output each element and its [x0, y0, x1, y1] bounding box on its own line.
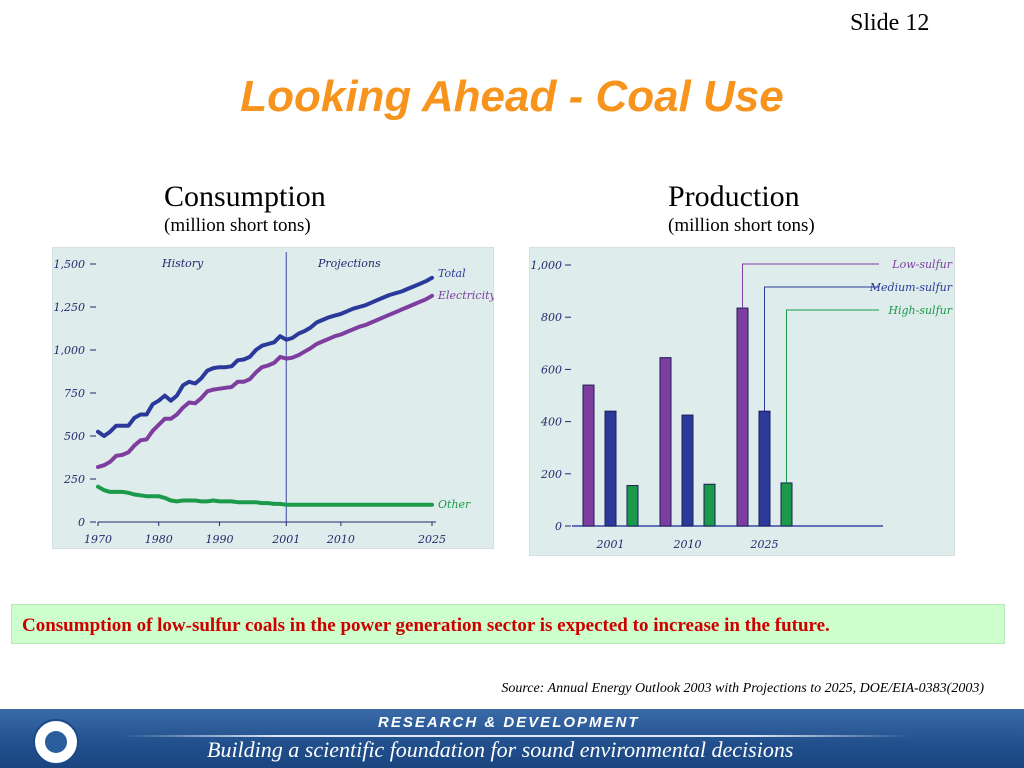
footer-heading: RESEARCH & DEVELOPMENT — [378, 714, 640, 731]
consumption-subtitle: (million short tons) — [164, 215, 311, 236]
category-label: 2025 — [750, 538, 779, 551]
x-tick-label: 1980 — [145, 533, 173, 546]
consumption-title: Consumption — [164, 180, 326, 213]
y-tick-label: 750 — [64, 387, 85, 400]
high-sulfur-bar — [703, 483, 716, 527]
low-sulfur-bar — [582, 384, 595, 527]
high-sulfur-leader-line — [786, 309, 879, 483]
consumption-chart-svg: 0 250 500 750 1,000 1,250 1,500 1970 1980 1990 200… — [52, 247, 494, 549]
slide-number: Slide 12 — [850, 10, 930, 36]
other-series-label: Other — [438, 498, 471, 511]
medium-sulfur-leader-line — [764, 286, 879, 412]
y-tick-label: 200 — [540, 468, 562, 481]
total-series-label: Total — [438, 267, 466, 280]
low-sulfur-leader-line — [742, 263, 879, 309]
production-subtitle: (million short tons) — [668, 215, 815, 236]
x-tick-label: 1990 — [205, 533, 233, 546]
y-tick-label: 1,250 — [54, 301, 86, 314]
y-tick-label: 500 — [64, 430, 85, 443]
epa-seal-logo — [33, 719, 79, 765]
footer-banner: RESEARCH & DEVELOPMENT Building a scient… — [0, 709, 1024, 768]
medium-sulfur-bar — [604, 410, 617, 527]
y-tick-label: 0 — [78, 516, 85, 529]
high-sulfur-bar — [780, 482, 793, 527]
low-sulfur-legend-label: Low-sulfur — [891, 258, 952, 271]
production-chart-svg: 0 200 400 600 800 1,000 2001 2010 2025 Low-sulfur… — [529, 247, 955, 556]
low-sulfur-bar — [659, 357, 672, 527]
caption-text: Consumption of low-sulfur coals in the p… — [22, 615, 830, 636]
y-tick-label: 1,000 — [54, 344, 86, 357]
x-tick-label: 2010 — [326, 533, 355, 546]
medium-sulfur-bar — [758, 410, 771, 527]
high-sulfur-legend-label: High-sulfur — [887, 304, 952, 317]
source-note: Source: Annual Energy Outlook 2003 with … — [501, 681, 984, 696]
low-sulfur-bar — [736, 307, 749, 527]
y-tick-label: 800 — [541, 311, 562, 324]
y-tick-label: 400 — [540, 416, 562, 429]
production-chart: 0 200 400 600 800 1,000 2001 2010 2025 Low-sulfur… — [529, 247, 955, 556]
projections-label: Projections — [317, 257, 381, 270]
y-tick-label: 600 — [541, 363, 562, 376]
consumption-heading: Consumption (million short tons) — [164, 180, 326, 238]
total-series-line — [96, 275, 434, 438]
history-label: History — [161, 257, 204, 270]
consumption-chart-background — [52, 247, 494, 549]
production-title: Production — [668, 180, 800, 213]
production-heading: Production (million short tons) — [668, 180, 815, 238]
medium-sulfur-bar — [681, 414, 694, 527]
y-tick-label: 1,500 — [54, 258, 86, 271]
high-sulfur-bar — [626, 485, 639, 527]
electricity-series-line — [96, 293, 434, 469]
other-series-line — [96, 484, 434, 507]
y-tick-label: 0 — [555, 520, 562, 533]
consumption-chart: 0 250 500 750 1,000 1,250 1,500 1970 1980 1990 200… — [52, 247, 494, 549]
y-tick-label: 250 — [63, 473, 85, 486]
footer-divider — [120, 735, 910, 737]
footer-tagline: Building a scientific foundation for sou… — [207, 737, 794, 762]
epa-seal-inner — [45, 731, 67, 753]
category-label: 2001 — [596, 538, 625, 551]
electricity-series-label: Electricity — [437, 289, 494, 302]
category-label: 2010 — [673, 538, 702, 551]
medium-sulfur-legend-label: Medium-sulfur — [869, 281, 953, 294]
x-tick-label: 2025 — [417, 533, 446, 546]
caption-box: Consumption of low-sulfur coals in the p… — [11, 604, 1005, 644]
y-tick-label: 1,000 — [531, 259, 563, 272]
slide-title: Looking Ahead - Coal Use — [240, 72, 784, 121]
x-tick-label: 2001 — [271, 533, 300, 546]
x-tick-label: 1970 — [84, 533, 112, 546]
